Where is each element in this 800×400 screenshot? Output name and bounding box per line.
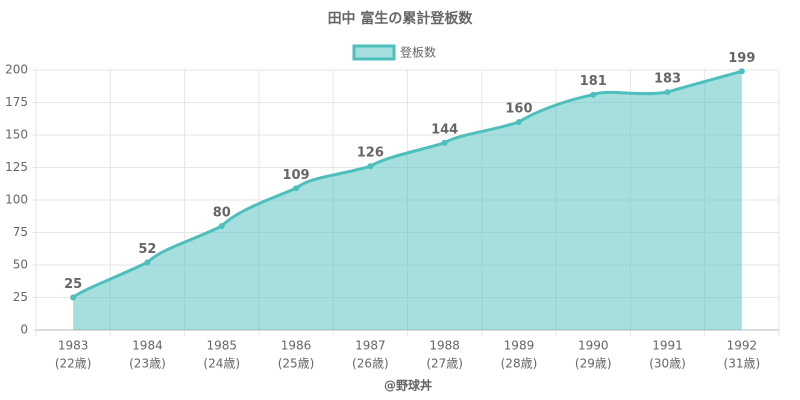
point [515, 119, 522, 125]
chart-title: 田中 富生の累計登板数 [328, 10, 474, 27]
point [441, 139, 448, 146]
y-tick-label: 75 [13, 225, 28, 239]
y-tick-label: 200 [5, 63, 28, 77]
y-tick-label: 150 [5, 128, 28, 142]
x-tick-label: 1991 [652, 339, 683, 353]
y-tick-label: 25 [13, 290, 28, 304]
x-tick-sublabel: (24歳) [203, 357, 240, 371]
y-tick-label: 50 [13, 258, 28, 272]
data-label: 25 [64, 277, 82, 292]
x-tick-label: 1990 [578, 339, 609, 353]
point [738, 68, 745, 75]
data-label: 109 [282, 168, 309, 183]
x-tick-sublabel: (31歳) [724, 357, 761, 371]
x-tick-sublabel: (25歳) [278, 357, 315, 371]
x-tick-sublabel: (28歳) [501, 357, 538, 371]
data-label: 181 [580, 74, 607, 89]
line [72, 69, 743, 299]
x-tick-sublabel: (27歳) [426, 357, 463, 371]
point [293, 185, 300, 192]
x-axis-label: @野球丼 [384, 378, 432, 393]
point [144, 259, 151, 266]
point [367, 163, 374, 170]
legend-label: 登板数 [400, 45, 436, 60]
point [664, 89, 671, 96]
data-label: 144 [431, 122, 458, 137]
x-tick-label: 1988 [429, 339, 460, 353]
data-label: 126 [357, 146, 384, 161]
x-tick-label: 1986 [281, 339, 312, 353]
x-tick-label: 1983 [58, 339, 89, 353]
point [70, 294, 77, 301]
x-tick-sublabel: (26歳) [352, 357, 389, 371]
y-tick-label: 0 [20, 323, 28, 337]
x-tick-label: 1989 [504, 339, 535, 353]
x-tick-label: 1992 [727, 339, 758, 353]
x-tick-label: 1984 [132, 339, 163, 353]
x-tick-label: 1987 [355, 339, 386, 353]
x-tick-label: 1985 [206, 339, 237, 353]
x-tick-sublabel: (23歳) [129, 357, 166, 371]
x-tick-sublabel: (30歳) [649, 357, 686, 371]
area [73, 71, 742, 331]
data-label: 52 [138, 242, 156, 257]
y-tick-label: 175 [5, 95, 28, 109]
y-tick-label: 125 [5, 160, 28, 174]
point [218, 223, 225, 229]
x-tick-sublabel: (29歳) [575, 357, 612, 371]
data-label: 183 [654, 72, 681, 87]
data-label: 199 [728, 51, 755, 66]
data-label: 80 [213, 206, 231, 221]
data-label: 160 [505, 102, 532, 117]
x-tick-sublabel: (22歳) [55, 357, 92, 371]
point [590, 91, 597, 98]
y-tick-label: 100 [5, 193, 28, 207]
legend-swatch [352, 44, 396, 61]
